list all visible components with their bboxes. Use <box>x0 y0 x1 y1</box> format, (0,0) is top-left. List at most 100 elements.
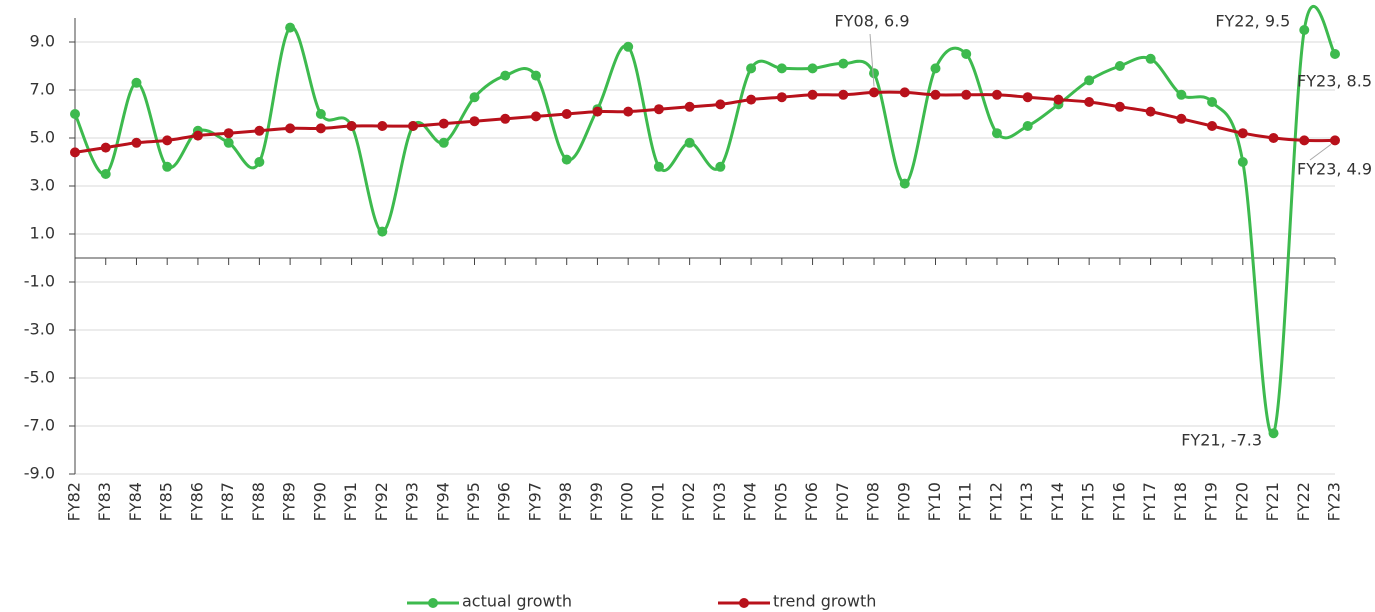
x-tick-label: FY85 <box>157 482 176 521</box>
point <box>930 89 941 100</box>
point <box>100 142 111 153</box>
point <box>162 135 173 146</box>
point <box>192 130 203 141</box>
point <box>1084 97 1095 107</box>
point <box>1084 75 1095 86</box>
point <box>1114 61 1125 71</box>
point <box>254 125 265 136</box>
point <box>1237 128 1248 139</box>
point <box>530 70 541 81</box>
point <box>285 123 296 134</box>
point <box>1207 121 1218 131</box>
point <box>653 161 664 172</box>
point <box>807 63 818 74</box>
legend-label: actual growth <box>462 592 572 611</box>
x-tick-label: FY13 <box>1017 482 1036 521</box>
y-tick-label: -9.0 <box>24 464 55 483</box>
y-tick-label: -1.0 <box>24 272 55 291</box>
point <box>684 101 695 112</box>
x-tick-label: FY23 <box>1325 482 1344 521</box>
point <box>961 89 972 100</box>
point <box>838 89 849 100</box>
y-tick-label: 9.0 <box>30 32 55 51</box>
x-tick-label: FY17 <box>1140 482 1159 521</box>
point <box>223 128 234 139</box>
y-tick-label: -5.0 <box>24 368 55 387</box>
legend-marker <box>739 598 749 608</box>
y-tick-label: 3.0 <box>30 176 55 195</box>
point <box>131 137 142 148</box>
point <box>930 63 941 74</box>
point <box>1237 157 1248 167</box>
x-tick-label: FY92 <box>372 482 391 521</box>
point <box>254 157 265 167</box>
point <box>1176 89 1187 100</box>
x-tick-label: FY82 <box>65 482 84 521</box>
x-tick-label: FY05 <box>771 482 790 521</box>
point <box>1145 53 1156 64</box>
point <box>438 137 449 148</box>
point <box>162 161 173 172</box>
annotation: FY23, 4.9 <box>1297 160 1372 179</box>
y-tick-label: 7.0 <box>30 80 55 99</box>
x-tick-label: FY08 <box>864 482 883 521</box>
point <box>1330 135 1340 146</box>
x-tick-label: FY16 <box>1109 482 1128 521</box>
x-tick-label: FY99 <box>587 482 606 521</box>
point <box>469 92 480 103</box>
point <box>1330 49 1340 59</box>
point <box>807 89 818 100</box>
point <box>131 77 142 88</box>
point <box>715 99 726 110</box>
point <box>899 87 910 98</box>
legend-label: trend growth <box>773 592 876 611</box>
point <box>776 92 787 103</box>
leader-line <box>1309 143 1332 161</box>
point <box>70 147 80 158</box>
x-tick-label: FY98 <box>556 482 575 521</box>
x-tick-label: FY09 <box>894 482 913 521</box>
point <box>869 68 880 79</box>
point <box>315 123 326 134</box>
x-tick-label: FY06 <box>802 482 821 521</box>
point <box>1268 133 1279 143</box>
legend-marker <box>428 598 438 608</box>
point <box>961 49 972 59</box>
x-tick-label: FY96 <box>495 482 514 521</box>
point <box>869 87 880 98</box>
x-tick-label: FY86 <box>187 482 206 521</box>
point <box>70 109 80 119</box>
x-tick-label: FY95 <box>464 482 483 521</box>
annotation: FY22, 9.5 <box>1215 12 1290 31</box>
point <box>684 137 695 148</box>
x-tick-label: FY20 <box>1232 482 1251 521</box>
x-tick-label: FY15 <box>1079 482 1098 521</box>
x-tick-label: FY14 <box>1048 482 1067 521</box>
point <box>592 106 603 117</box>
x-tick-label: FY10 <box>925 482 944 521</box>
point <box>315 109 326 119</box>
point <box>1299 25 1310 35</box>
point <box>653 104 664 115</box>
x-tick-label: FY94 <box>433 482 452 521</box>
x-tick-label: FY87 <box>218 482 237 521</box>
point <box>223 137 234 148</box>
x-tick-label: FY84 <box>126 482 145 521</box>
point <box>623 41 634 52</box>
x-tick-label: FY03 <box>710 482 729 521</box>
point <box>377 226 388 237</box>
point <box>285 22 296 33</box>
point <box>1022 92 1033 103</box>
x-tick-label: FY89 <box>280 482 299 521</box>
point <box>500 70 511 81</box>
point <box>377 121 388 131</box>
point <box>991 89 1002 100</box>
point <box>561 109 572 119</box>
y-tick-label: -3.0 <box>24 320 55 339</box>
point <box>838 58 849 69</box>
x-tick-label: FY21 <box>1263 482 1282 521</box>
point <box>991 128 1002 139</box>
y-tick-label: 5.0 <box>30 128 55 147</box>
x-tick-label: FY91 <box>341 482 360 521</box>
point <box>530 111 541 122</box>
